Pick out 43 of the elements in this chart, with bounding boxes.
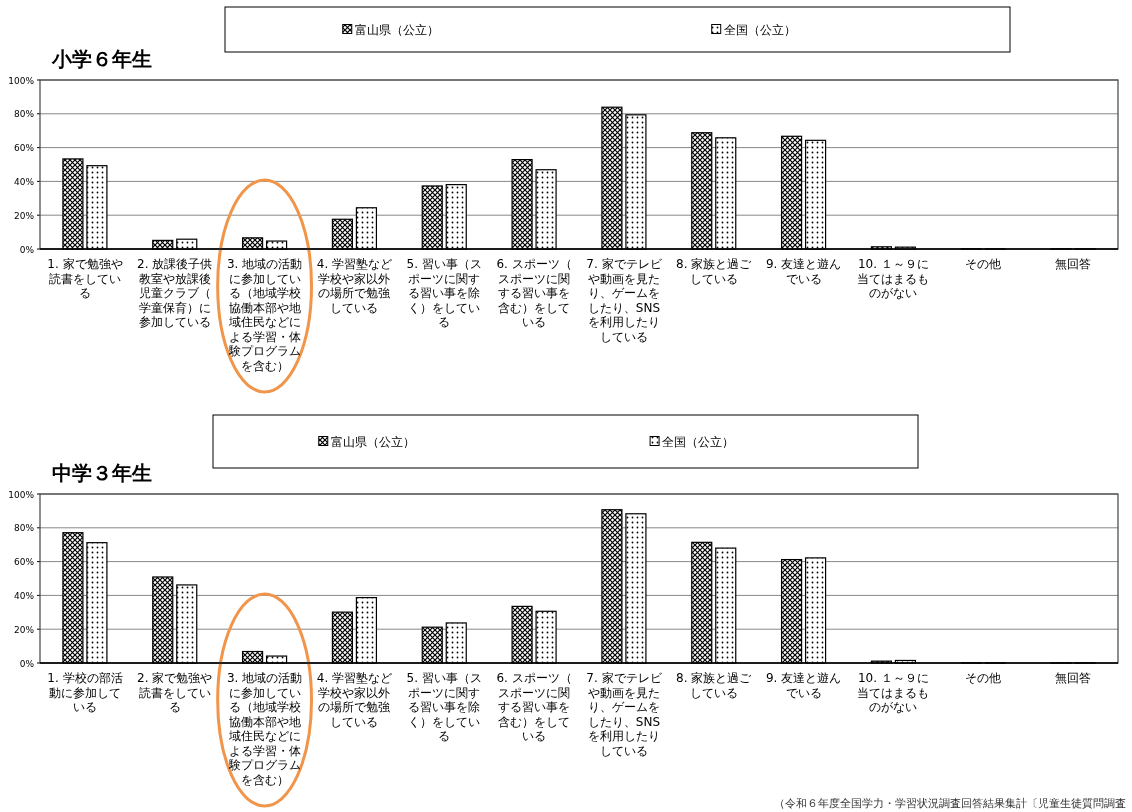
y-tick-label: 100% bbox=[8, 75, 35, 86]
category-label: 無回答 bbox=[1055, 257, 1092, 271]
category-label: 8. 家族と過ごしている bbox=[676, 257, 752, 286]
category-label: 10. １～９に当てはまるものがない bbox=[857, 257, 930, 300]
category-label: 7. 家でテレビや動画を見たり、ゲームをしたり、SNSを利用したりしている bbox=[586, 257, 662, 344]
y-tick-label: 40% bbox=[13, 176, 35, 187]
category-label: 2. 家で勉強や読書をしている bbox=[137, 671, 213, 714]
category-label: 2. 放課後子供教室や放課後児童クラブ（学童保育）に参加している bbox=[137, 257, 213, 329]
legend-label: 富山県（公立） bbox=[354, 22, 439, 37]
y-tick-label: 20% bbox=[13, 624, 35, 635]
category-label: 1. 学校の部活動に参加している bbox=[47, 671, 123, 714]
legend-label: 全国（公立） bbox=[723, 22, 796, 37]
legend-label: 全国（公立） bbox=[662, 434, 735, 449]
category-label: その他 bbox=[965, 257, 1002, 271]
category-label: 6. スポーツ（スポーツに関する習い事を含む）をしている bbox=[496, 671, 572, 743]
y-tick-label: 80% bbox=[13, 523, 35, 534]
category-label: その他 bbox=[965, 671, 1002, 685]
y-tick-label: 0% bbox=[19, 658, 35, 669]
legend-label: 富山県（公立） bbox=[330, 434, 415, 449]
category-label: 7. 家でテレビや動画を見たり、ゲームをしたり、SNSを利用したりしている bbox=[586, 671, 662, 758]
category-label: 9. 友達と遊んでいる bbox=[765, 671, 842, 700]
y-tick-label: 0% bbox=[19, 244, 35, 255]
category-label: 4. 学習塾など学校や家以外の場所で勉強している bbox=[316, 257, 393, 315]
y-tick-label: 60% bbox=[13, 143, 35, 154]
y-tick-label: 80% bbox=[13, 109, 35, 120]
chart-title: 小学６年生 bbox=[51, 47, 152, 71]
y-tick-label: 40% bbox=[13, 590, 35, 601]
category-label: 8. 家族と過ごしている bbox=[676, 671, 752, 700]
y-tick-label: 60% bbox=[13, 557, 35, 568]
category-label: 5. 習い事（スポーツに関する習い事を除く）をしている bbox=[406, 257, 482, 329]
category-label: 3. 地域の活動に参加している（地域学校協働本部や地域住民などによる学習・体験プログラムを含む） bbox=[226, 671, 303, 787]
category-label: 無回答 bbox=[1055, 671, 1092, 685]
category-label: 4. 学習塾など学校や家以外の場所で勉強している bbox=[316, 671, 393, 729]
text: （令和６年度全国学力・学習状況調査回答結果集計〔児童生徒質問調査 bbox=[774, 797, 1126, 810]
category-label: 6. スポーツ（スポーツに関する習い事を含む）をしている bbox=[496, 257, 572, 329]
category-label: 1. 家で勉強や読書をしている bbox=[47, 257, 123, 300]
category-label: 10. １～９に当てはまるものがない bbox=[857, 671, 930, 714]
y-tick-label: 100% bbox=[8, 489, 35, 500]
chart-title: 中学３年生 bbox=[52, 461, 152, 485]
category-label: 3. 地域の活動に参加している（地域学校協働本部や地域住民などによる学習・体験プログラムを含む） bbox=[226, 257, 303, 373]
category-label: 9. 友達と遊んでいる bbox=[765, 257, 842, 286]
category-label: 5. 習い事（スポーツに関する習い事を除く）をしている bbox=[406, 671, 482, 743]
y-tick-label: 20% bbox=[13, 210, 35, 221]
